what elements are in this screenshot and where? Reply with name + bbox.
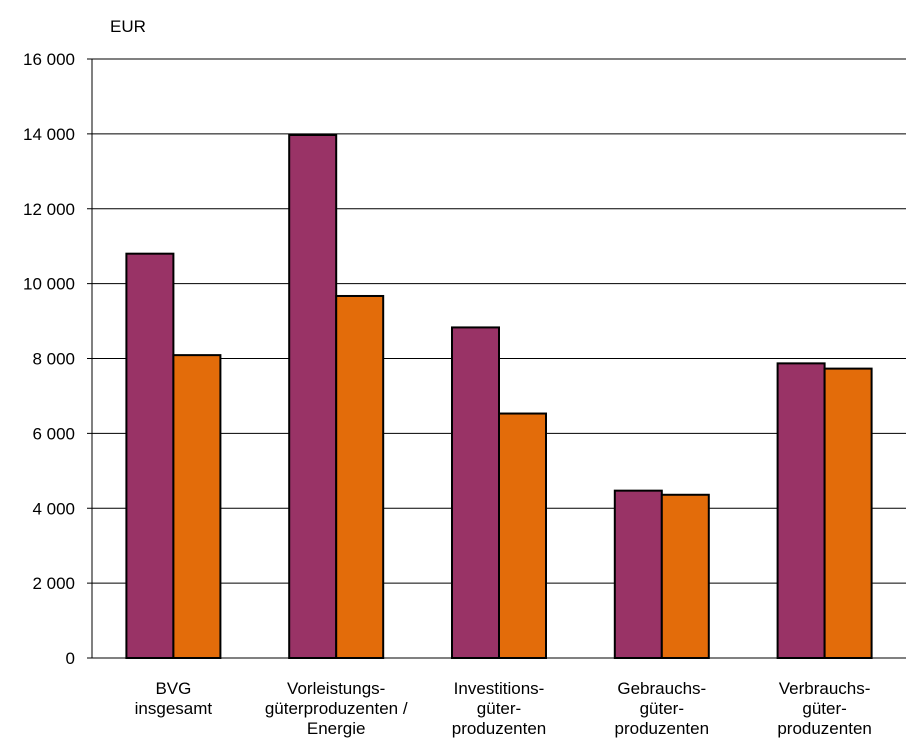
- y-tick-label: 16 000: [23, 50, 75, 69]
- bar-series-1: [776, 362, 826, 659]
- bars: [125, 133, 873, 660]
- x-category-label-line: produzenten: [452, 719, 547, 738]
- x-category-label: Vorleistungs-güterproduzenten / Energie: [265, 679, 408, 738]
- x-category-label: Verbrauchs-güter-produzenten: [777, 679, 872, 738]
- bar-series-2: [660, 493, 710, 659]
- x-category-labels: BVG insgesamt Vorleistungs-güterproduzente…: [135, 679, 872, 738]
- x-category-label-line: insgesamt: [135, 699, 213, 718]
- bar-series-1: [613, 489, 663, 660]
- x-category-label-line: produzenten: [615, 719, 710, 738]
- bar-series-2: [335, 294, 385, 659]
- y-tick-labels: 0 2 000 4 000 6 000 8 000 10 000 12 000 14 000 1…: [23, 50, 75, 668]
- y-tick-label: 4 000: [32, 499, 75, 518]
- x-category-label: Investitions-güter-produzenten: [452, 679, 547, 738]
- x-category-label: Gebrauchs-güter-produzenten: [615, 679, 710, 738]
- x-category-label-line: Energie: [307, 719, 366, 738]
- y-tick-label: 12 000: [23, 200, 75, 219]
- x-category-label-line: güter-: [640, 699, 684, 718]
- x-category-label-line: Investitions-: [454, 679, 545, 698]
- axes: [87, 58, 906, 659]
- y-tick-label: 10 000: [23, 275, 75, 294]
- bar-series-2: [498, 412, 547, 659]
- y-tick-label: 14 000: [23, 125, 75, 144]
- bar-series-2: [172, 354, 222, 659]
- y-tick-label: 6 000: [32, 424, 75, 443]
- x-category-label-line: güterproduzenten /: [265, 699, 408, 718]
- y-tick-label: 0: [66, 649, 75, 668]
- x-category-label-line: güter-: [477, 699, 521, 718]
- x-category-label: BVG insgesamt: [135, 679, 213, 718]
- x-category-label-line: Vorleistungs-: [287, 679, 385, 698]
- bar-series-1: [125, 252, 175, 660]
- x-category-label-line: Verbrauchs-: [779, 679, 871, 698]
- y-tick-label: 2 000: [32, 574, 75, 593]
- bar-series-1: [288, 133, 338, 660]
- y-axis-unit-label: EUR: [110, 17, 146, 36]
- x-category-label-line: produzenten: [777, 719, 872, 738]
- x-category-label-line: BVG: [155, 679, 191, 698]
- bar-series-2: [823, 367, 873, 659]
- y-tick-label: 8 000: [32, 350, 75, 369]
- x-category-label-line: Gebrauchs-: [617, 679, 706, 698]
- x-category-label-line: güter-: [802, 699, 846, 718]
- bar-series-1: [451, 326, 500, 659]
